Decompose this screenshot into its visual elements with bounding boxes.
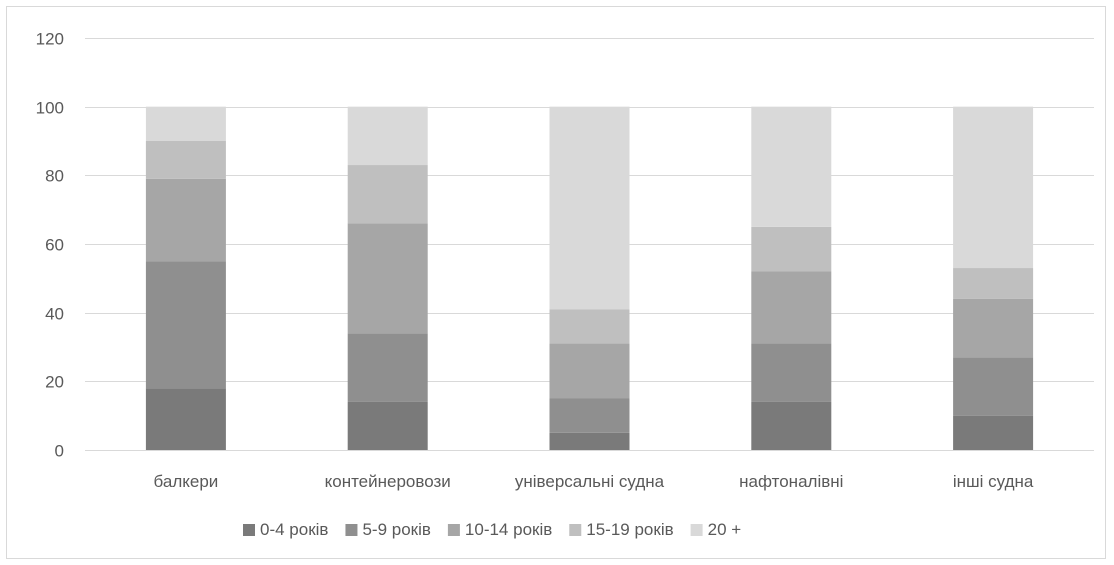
x-category-label: контейнеровози <box>325 472 451 491</box>
legend-label: 15-19 років <box>586 520 673 539</box>
bar-segment-5-4 <box>751 106 832 227</box>
y-tick-label: 40 <box>45 305 64 324</box>
bar-segment-3-1 <box>145 178 226 262</box>
bar-segment-1-1 <box>145 388 226 450</box>
legend-swatch <box>447 524 460 536</box>
y-tick-label: 100 <box>36 99 64 118</box>
y-tick-label: 0 <box>55 442 64 461</box>
bar-segment-4-4 <box>751 226 832 272</box>
bar-segment-5-1 <box>145 106 226 141</box>
bar-segment-5-2 <box>347 106 428 166</box>
bar-segment-3-5 <box>953 298 1034 358</box>
y-tick-label: 20 <box>45 373 64 392</box>
x-category-label: інші судна <box>953 472 1034 491</box>
bar-segment-1-3 <box>549 432 630 450</box>
bars <box>145 106 1034 450</box>
legend-item: 20 + <box>690 520 742 539</box>
legend-swatch <box>690 524 703 536</box>
x-category-label: нафтоналівні <box>739 472 843 491</box>
x-axis-category-labels: балкери контейнеровози універсальні судна н… <box>154 472 1034 491</box>
bar-segment-2-5 <box>953 357 1034 416</box>
legend-item: 10-14 років <box>447 520 552 539</box>
y-tick-label: 80 <box>45 167 64 186</box>
y-tick-label: 120 <box>36 30 64 49</box>
legend-item: 5-9 років <box>345 520 431 539</box>
bar-segment-2-4 <box>751 343 832 402</box>
bar-segment-4-5 <box>953 268 1034 299</box>
legend-label: 5-9 років <box>362 520 430 539</box>
bar-segment-5-3 <box>549 106 630 310</box>
legend-swatch <box>569 524 582 536</box>
bar-segment-3-3 <box>549 343 630 399</box>
legend-label: 20 + <box>708 520 742 539</box>
bar-segment-2-2 <box>347 333 428 402</box>
y-tick-label: 60 <box>45 236 64 255</box>
legend-swatch <box>345 524 358 536</box>
bar-segment-4-1 <box>145 141 226 179</box>
bar-segment-1-5 <box>953 415 1034 450</box>
bar-segment-2-1 <box>145 261 226 389</box>
bar-segment-3-4 <box>751 271 832 344</box>
legend-label: 10-14 років <box>465 520 552 539</box>
y-axis-tick-labels: 0 20 40 60 80 100 120 <box>36 30 64 461</box>
legend-swatch <box>243 524 255 536</box>
bar-segment-5-5 <box>953 106 1034 269</box>
bar-segment-2-3 <box>549 398 630 433</box>
x-category-label: балкери <box>154 472 219 491</box>
legend-label: 0-4 років <box>260 520 328 539</box>
bar-segment-3-2 <box>347 223 428 334</box>
bar-segment-1-2 <box>347 401 428 450</box>
bar-segment-1-4 <box>751 401 832 450</box>
bar-segment-4-2 <box>347 165 428 224</box>
legend-item: 0-4 років <box>243 520 328 539</box>
legend: 0-4 років 5-9 років 10-14 років 15-19 років… <box>243 520 741 539</box>
bar-segment-4-3 <box>549 309 630 344</box>
legend-item: 15-19 років <box>569 520 674 539</box>
x-category-label: універсальні судна <box>515 472 665 491</box>
